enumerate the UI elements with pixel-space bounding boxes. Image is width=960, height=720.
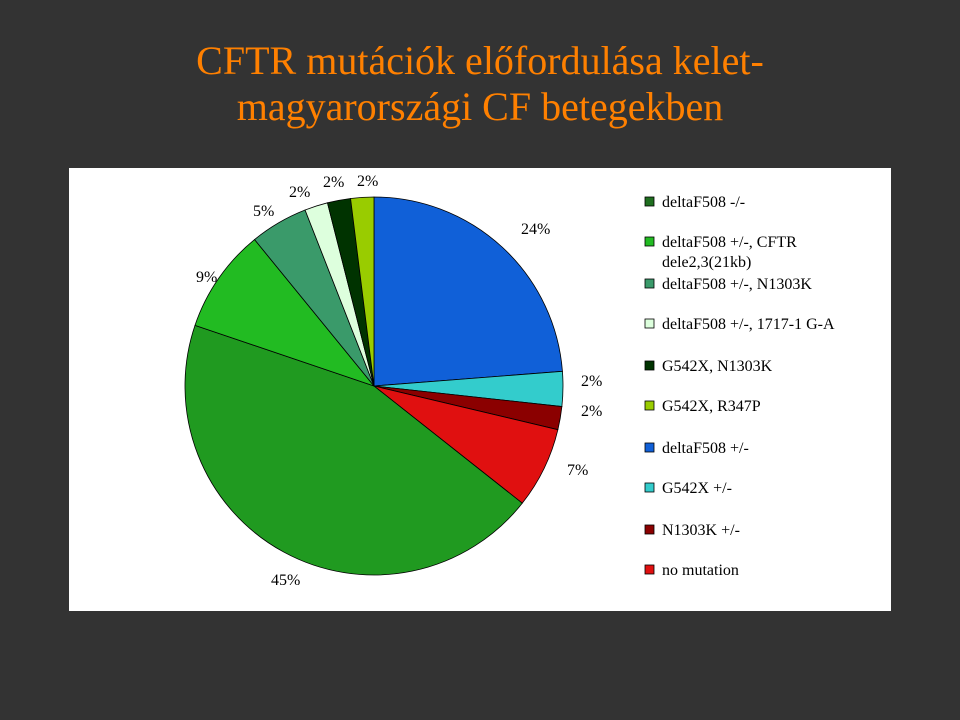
legend-swatch <box>644 482 655 493</box>
pie-slice-deltaf508 <box>184 324 523 576</box>
pie-slice-deltaf508 <box>373 196 563 387</box>
legend-label: G542X, N1303K <box>662 358 773 375</box>
legend-item-deltaf508: deltaF508 -/- <box>644 194 745 211</box>
legend-item-no-mutation: no mutation <box>644 562 739 579</box>
legend-label: deltaF508 +/-, CFTR <box>662 234 797 251</box>
legend-swatch <box>644 236 655 247</box>
pie-slice-g542x-r347p <box>350 196 375 387</box>
pie-slice-deltaf508-cftr-dele2-3-21kb <box>194 238 376 387</box>
pie-chart: 24% 2% 2% 7% 45% 9% 5% 2% 2% 2% deltaF508 -/- delta… <box>184 173 835 589</box>
legend-swatch <box>644 196 655 207</box>
legend-label: deltaF508 -/- <box>662 194 745 211</box>
legend-label: no mutation <box>662 562 739 579</box>
legend-item-g542x: G542X +/- <box>644 480 732 497</box>
legend-swatch <box>644 524 655 535</box>
legend-swatch <box>644 318 655 329</box>
slice-value-label: 5% <box>253 203 274 220</box>
legend-label: G542X +/- <box>662 480 732 497</box>
legend-item-deltaf508-1717-1-g-a: deltaF508 +/-, 1717-1 G-A <box>644 316 835 333</box>
slice-value-label: 9% <box>196 269 217 286</box>
slide-title-line2: magyarországi CF betegekben <box>236 84 724 129</box>
chart-panel: 24% 2% 2% 7% 45% 9% 5% 2% 2% 2% deltaF508 -/- delta… <box>69 168 891 611</box>
legend-item-deltaf508: deltaF508 +/- <box>644 440 749 457</box>
legend-item-n1303k: N1303K +/- <box>644 522 740 539</box>
legend-item-deltaf508-cftr-dele2-3-21kb: deltaF508 +/-, CFTR dele2,3(21kb) <box>644 234 797 271</box>
legend-item-g542x-r347p: G542X, R347P <box>644 398 761 415</box>
legend-swatch <box>644 564 655 575</box>
legend-swatch <box>644 278 655 289</box>
slice-value-label: 7% <box>567 462 588 479</box>
legend-label: deltaF508 +/- <box>662 440 749 457</box>
slice-value-label: 45% <box>271 572 300 589</box>
slice-value-label: 2% <box>357 173 378 190</box>
slide-title: CFTR mutációk előfordulása kelet- magyar… <box>0 38 960 130</box>
legend-item-deltaf508-n1303k: deltaF508 +/-, N1303K <box>644 276 812 293</box>
slice-value-label: 2% <box>323 174 344 191</box>
legend-item-g542x-n1303k: G542X, N1303K <box>644 358 773 375</box>
legend-label: deltaF508 +/-, 1717-1 G-A <box>662 316 835 333</box>
legend-label: deltaF508 +/-, N1303K <box>662 276 812 293</box>
slice-value-label: 2% <box>581 373 602 390</box>
legend-swatch <box>644 360 655 371</box>
slice-value-label: 2% <box>581 403 602 420</box>
legend-swatch <box>644 400 655 411</box>
legend-label: N1303K +/- <box>662 522 740 539</box>
legend-label: dele2,3(21kb) <box>662 254 751 271</box>
legend-swatch <box>644 442 655 453</box>
slice-value-label: 24% <box>521 221 550 238</box>
slice-value-label: 2% <box>289 184 310 201</box>
legend-label: G542X, R347P <box>662 398 761 415</box>
slide-title-line1: CFTR mutációk előfordulása kelet- <box>196 38 764 83</box>
